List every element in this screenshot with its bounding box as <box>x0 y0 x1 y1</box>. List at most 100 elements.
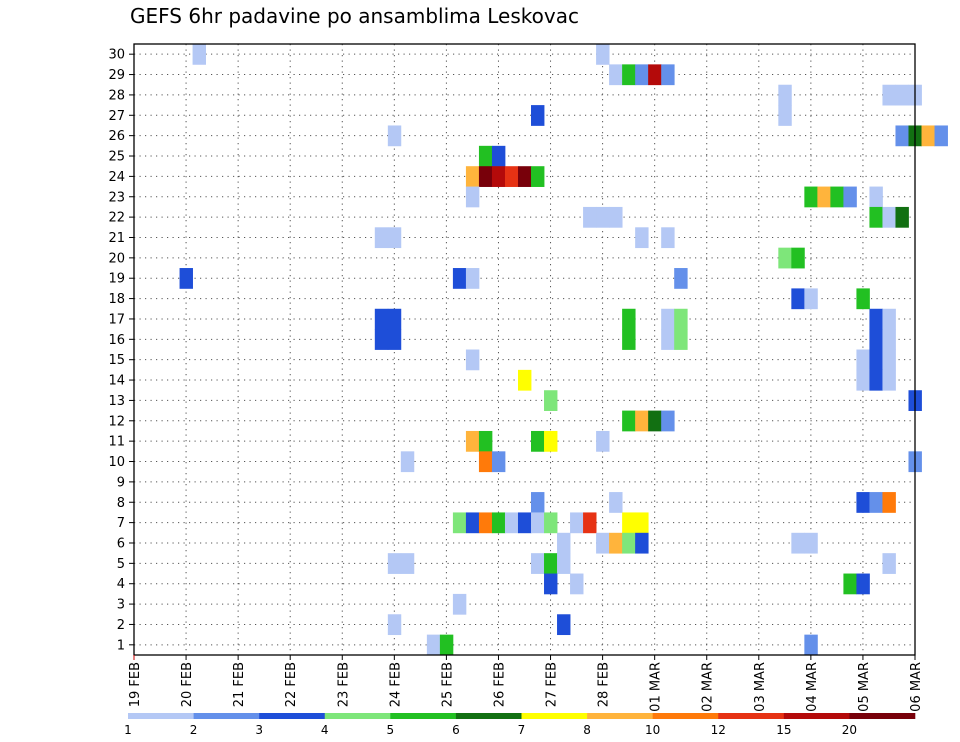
y-tick-label: 7 <box>117 516 125 531</box>
legend-label: 5 <box>387 723 395 737</box>
y-tick-label: 22 <box>108 211 125 226</box>
legend-label: 20 <box>842 723 857 737</box>
heatmap-cell <box>596 44 610 65</box>
heatmap-cell <box>491 512 506 534</box>
y-tick-label: 23 <box>108 190 125 205</box>
heatmap-cell <box>882 329 896 350</box>
y-tick-label: 17 <box>108 312 125 327</box>
heatmap-cell <box>856 573 870 595</box>
grid-layer <box>134 44 915 655</box>
heatmap-cell <box>465 512 480 534</box>
y-tick-label: 1 <box>117 638 125 653</box>
heatmap-cell <box>791 247 805 269</box>
legend-label: 12 <box>711 723 726 737</box>
heatmap-cell <box>452 512 467 534</box>
heatmap-cell <box>609 492 623 513</box>
legend: 1 2 3 4 5 6 7 8 10 12 15 20 <box>124 713 916 737</box>
heatmap-cell <box>544 573 558 595</box>
heatmap-cell <box>452 593 467 615</box>
y-tick-label: 4 <box>117 577 125 592</box>
heatmap-cell <box>895 125 909 147</box>
plot-frame <box>133 43 916 656</box>
y-tick-label: 27 <box>108 109 125 124</box>
legend-swatch <box>849 713 916 719</box>
heatmap-cell <box>791 288 805 310</box>
heatmap-cell <box>557 532 571 554</box>
legend-swatch <box>783 713 850 719</box>
y-tick-label: 6 <box>117 536 125 551</box>
heatmap-cell <box>895 206 909 228</box>
heatmap-cell <box>465 349 480 371</box>
heatmap-cell <box>570 573 584 595</box>
heatmap-cell <box>400 451 415 473</box>
legend-swatch <box>521 713 588 719</box>
y-tick-label: 19 <box>108 272 125 287</box>
y-tick-label: 15 <box>108 353 125 368</box>
heatmap-cell <box>869 186 883 208</box>
x-tick-label: 24 FEB <box>388 662 403 707</box>
legend-swatch <box>587 713 653 719</box>
heatmap-cell <box>869 329 883 350</box>
heatmap-cell <box>882 206 896 228</box>
y-tick-label: 9 <box>117 475 125 490</box>
heatmap-cell <box>491 451 506 473</box>
heatmap-cell <box>622 64 636 86</box>
x-tick-label: 23 FEB <box>336 662 351 707</box>
x-tick-label: 05 MAR <box>857 662 872 712</box>
heatmap-cell <box>478 145 493 167</box>
heatmap-cell <box>635 512 649 534</box>
heatmap-cell <box>661 227 675 249</box>
x-axis: 19 FEB 20 FEB 21 FEB 22 FEB 23 FEB 24 FEB 25 F… <box>128 655 924 712</box>
heatmap-cell <box>583 206 597 228</box>
heatmap-cell <box>622 532 636 554</box>
heatmap-cell <box>882 492 896 513</box>
heatmap-cell <box>648 410 662 432</box>
heatmap-cell <box>622 329 636 350</box>
heatmap-cell <box>869 349 883 371</box>
heatmap-cell <box>531 430 545 452</box>
heatmap-cell <box>491 145 506 167</box>
y-tick-label: 28 <box>108 88 125 103</box>
heatmap-cell <box>517 166 532 187</box>
heatmap-cell <box>921 125 935 147</box>
x-tick-label: 22 FEB <box>284 662 299 707</box>
legend-swatch <box>718 713 785 719</box>
x-tick-label: 19 FEB <box>128 662 143 707</box>
heatmap-cell <box>661 64 675 86</box>
heatmap-cell <box>478 512 493 534</box>
y-tick-label: 24 <box>108 170 125 185</box>
heatmap-cell <box>465 186 480 208</box>
heatmap-cell <box>374 227 389 249</box>
heatmap-cell <box>674 268 688 289</box>
heatmap-cell <box>622 308 636 330</box>
heatmap-cell <box>374 329 389 350</box>
legend-swatch <box>455 713 522 719</box>
heatmap-cell <box>856 492 870 513</box>
heatmap-cell <box>387 227 402 249</box>
chart-title: GEFS 6hr padavine po ansamblima Leskovac <box>130 4 579 28</box>
y-tick-label: 2 <box>117 618 125 633</box>
y-tick-label: 18 <box>108 292 125 307</box>
legend-label: 4 <box>321 723 329 737</box>
heatmap-cell <box>661 410 675 432</box>
heatmap-cell <box>895 84 909 106</box>
heatmap-cell <box>869 308 883 330</box>
heatmap-cell <box>531 105 545 126</box>
heatmap-cell <box>843 573 857 595</box>
heatmap-cell <box>869 369 883 391</box>
x-tick-label: 03 MAR <box>753 662 768 712</box>
heatmap-cell <box>544 512 558 534</box>
heatmap-cell <box>387 614 402 636</box>
heatmap-cell <box>830 186 844 208</box>
heatmap-cell <box>387 308 402 330</box>
y-tick-label: 26 <box>108 129 125 144</box>
heatmap-cell <box>544 553 558 574</box>
legend-swatch <box>390 713 457 719</box>
heatmap-cell <box>882 84 896 106</box>
heatmap-cell <box>452 268 467 289</box>
heatmap-cell <box>531 492 545 513</box>
heatmap-cell <box>882 369 896 391</box>
heatmap-cell <box>856 288 870 310</box>
heatmap-cell <box>596 532 610 554</box>
legend-swatch <box>128 713 194 719</box>
